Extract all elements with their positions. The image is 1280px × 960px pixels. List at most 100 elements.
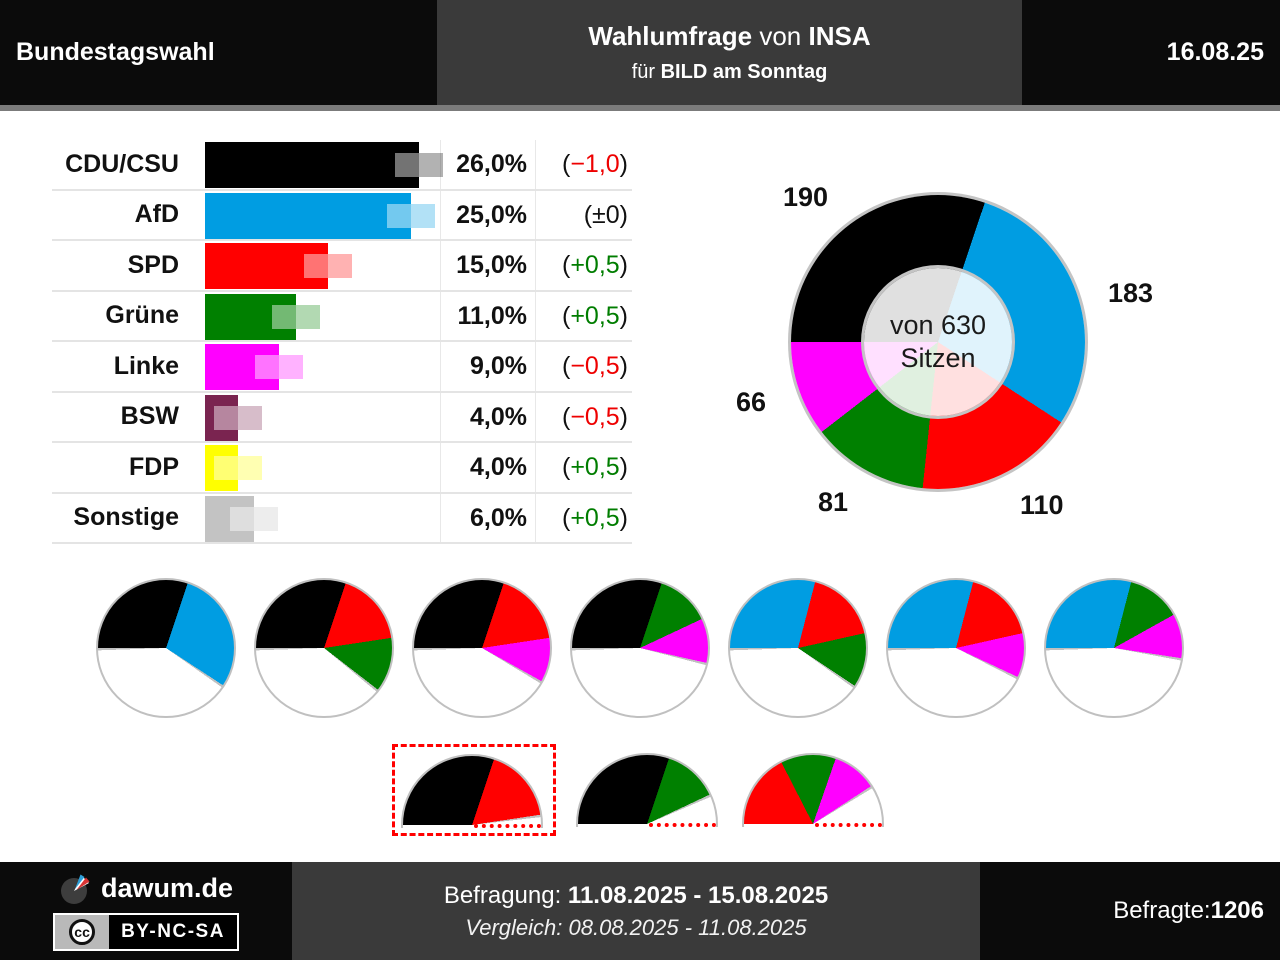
- footer-bar: dawum.de cc BY-NC-SA Befragung: 11.08.20…: [0, 862, 1280, 960]
- result-bar: [205, 142, 419, 188]
- survey-label: Befragung:: [443, 881, 568, 909]
- poll-row: Linke 9,0% (−0,5): [52, 342, 632, 393]
- bar-cell: [195, 443, 440, 492]
- party-label: Sonstige: [73, 503, 179, 532]
- date-label: 16.08.25: [1166, 38, 1264, 66]
- previous-value-marker-inner: [271, 304, 296, 329]
- majority-gap-dotted-line: [649, 823, 717, 827]
- bar-cell: [195, 342, 440, 391]
- respondents-value: 1206: [1210, 897, 1264, 924]
- seat-distribution-donut: von 630 Sitzen: [791, 195, 1085, 489]
- page-title: Bundestagswahl: [16, 38, 215, 66]
- party-label: FDP: [129, 452, 179, 481]
- result-bar: [205, 192, 411, 239]
- poll-graphic: CDU/CSU 26,0% (−1,0) AfD 25,0% (±0) SPD 15,0% (+…: [0, 111, 1280, 862]
- result-change: (−0,5): [535, 342, 632, 391]
- previous-value-marker-inner: [304, 254, 329, 278]
- result-value: 6,0%: [440, 493, 535, 542]
- brand-row: dawum.de: [59, 872, 233, 906]
- previous-value-marker-inner: [255, 355, 280, 379]
- license-label: BY-NC-SA: [121, 920, 225, 942]
- donut-center-line1: von 630: [889, 310, 987, 340]
- coalition-pie: [728, 578, 868, 718]
- result-bar: [205, 394, 238, 441]
- donut-center: von 630 Sitzen: [864, 268, 1012, 416]
- bar-cell: [195, 241, 440, 290]
- result-value: 4,0%: [440, 443, 535, 492]
- majority-gap-dotted-line: [474, 824, 542, 828]
- half-pie-fill: [401, 754, 543, 828]
- party-label: BSW: [120, 402, 179, 431]
- previous-value-marker-outer: [418, 153, 443, 177]
- highlighted-coalition-frame: [392, 744, 556, 836]
- survey-period-line: Befragung: 11.08.2025 - 15.08.2025: [444, 882, 828, 910]
- majority-half-pie: [576, 753, 722, 827]
- poll-row: FDP 4,0% (+0,5): [52, 443, 632, 494]
- previous-value-marker-outer: [410, 203, 435, 228]
- client-label: BILD am Sonntag: [660, 61, 828, 83]
- half-pie-fill: [742, 753, 884, 827]
- poll-type-label: Wahlumfrage: [588, 21, 753, 51]
- party-label: AfD: [134, 200, 179, 229]
- coalition-pie: [412, 578, 552, 718]
- result-change: (+0,5): [535, 493, 632, 542]
- previous-value-marker-inner: [213, 456, 238, 480]
- coalition-pie: [886, 578, 1026, 718]
- cc-license-badge: cc BY-NC-SA: [53, 912, 239, 951]
- poll-client-line: für BILD am Sonntag: [632, 61, 828, 84]
- result-value: 9,0%: [440, 342, 535, 391]
- header-subtitle-box: Wahlumfrage von INSA für BILD am Sonntag: [437, 0, 1022, 105]
- poll-row: CDU/CSU 26,0% (−1,0): [52, 140, 632, 191]
- result-change: (+0,5): [535, 443, 632, 492]
- result-change: (−1,0): [535, 140, 632, 189]
- donut-center-line2: Sitzen: [900, 343, 976, 373]
- footer-survey-info: Befragung: 11.08.2025 - 15.08.2025 Vergl…: [292, 862, 980, 960]
- majority-half-pie: [401, 754, 547, 828]
- bar-cell: [195, 140, 443, 189]
- previous-value-marker-inner: [213, 405, 238, 430]
- previous-value-marker-outer: [237, 405, 262, 430]
- poll-row: BSW 4,0% (−0,5): [52, 392, 632, 443]
- bar-cell: [195, 292, 440, 341]
- previous-value-marker-outer: [254, 506, 279, 531]
- poll-row: Sonstige 6,0% (+0,5): [52, 493, 632, 544]
- footer-respondents: Befragte: 1206: [980, 862, 1280, 960]
- half-pie-fill: [576, 753, 718, 827]
- coalition-pie: [570, 578, 710, 718]
- poll-row: SPD 15,0% (+0,5): [52, 241, 632, 292]
- party-label: SPD: [127, 250, 179, 279]
- poll-results-table: CDU/CSU 26,0% (−1,0) AfD 25,0% (±0) SPD 15,0% (+…: [52, 140, 632, 544]
- party-label: Linke: [113, 351, 179, 380]
- majority-half-pie: [742, 753, 888, 827]
- result-change: (+0,5): [535, 291, 632, 340]
- comparison-period-line: Vergleich: 08.08.2025 - 11.08.2025: [465, 914, 807, 940]
- result-bar: [205, 495, 255, 542]
- coalition-pie: [1044, 578, 1184, 718]
- coalition-pie: [254, 578, 394, 718]
- header-divider: [0, 105, 1280, 111]
- previous-value-marker-inner: [386, 203, 411, 228]
- poll-row: Grüne 11,0% (+0,5): [52, 291, 632, 342]
- majority-gap-dotted-line: [815, 823, 883, 827]
- client-prefix: für: [631, 61, 661, 83]
- result-value: 15,0%: [440, 241, 535, 290]
- result-change: (+0,5): [535, 241, 632, 290]
- bar-cell: [195, 393, 440, 442]
- cc-license-icon: cc: [69, 918, 96, 945]
- result-value: 25,0%: [440, 190, 535, 239]
- result-value: 11,0%: [440, 291, 535, 340]
- result-bar: [205, 293, 296, 340]
- previous-value-marker-inner: [230, 506, 255, 531]
- seat-count-label: 110: [1020, 490, 1064, 520]
- coalition-pies-row: [0, 578, 1280, 718]
- brand-name: dawum.de: [100, 873, 234, 903]
- seat-count-label: 190: [783, 182, 829, 212]
- previous-value-marker-inner: [394, 153, 419, 177]
- previous-value-marker-outer: [295, 304, 320, 329]
- result-value: 4,0%: [440, 392, 535, 441]
- header-bar: Bundestagswahl Wahlumfrage von INSA für …: [0, 0, 1280, 105]
- result-change: (−0,5): [535, 392, 632, 441]
- survey-dates: 11.08.2025 - 15.08.2025: [567, 881, 829, 909]
- seat-count-label: 81: [818, 487, 849, 517]
- bar-cell: [195, 191, 440, 240]
